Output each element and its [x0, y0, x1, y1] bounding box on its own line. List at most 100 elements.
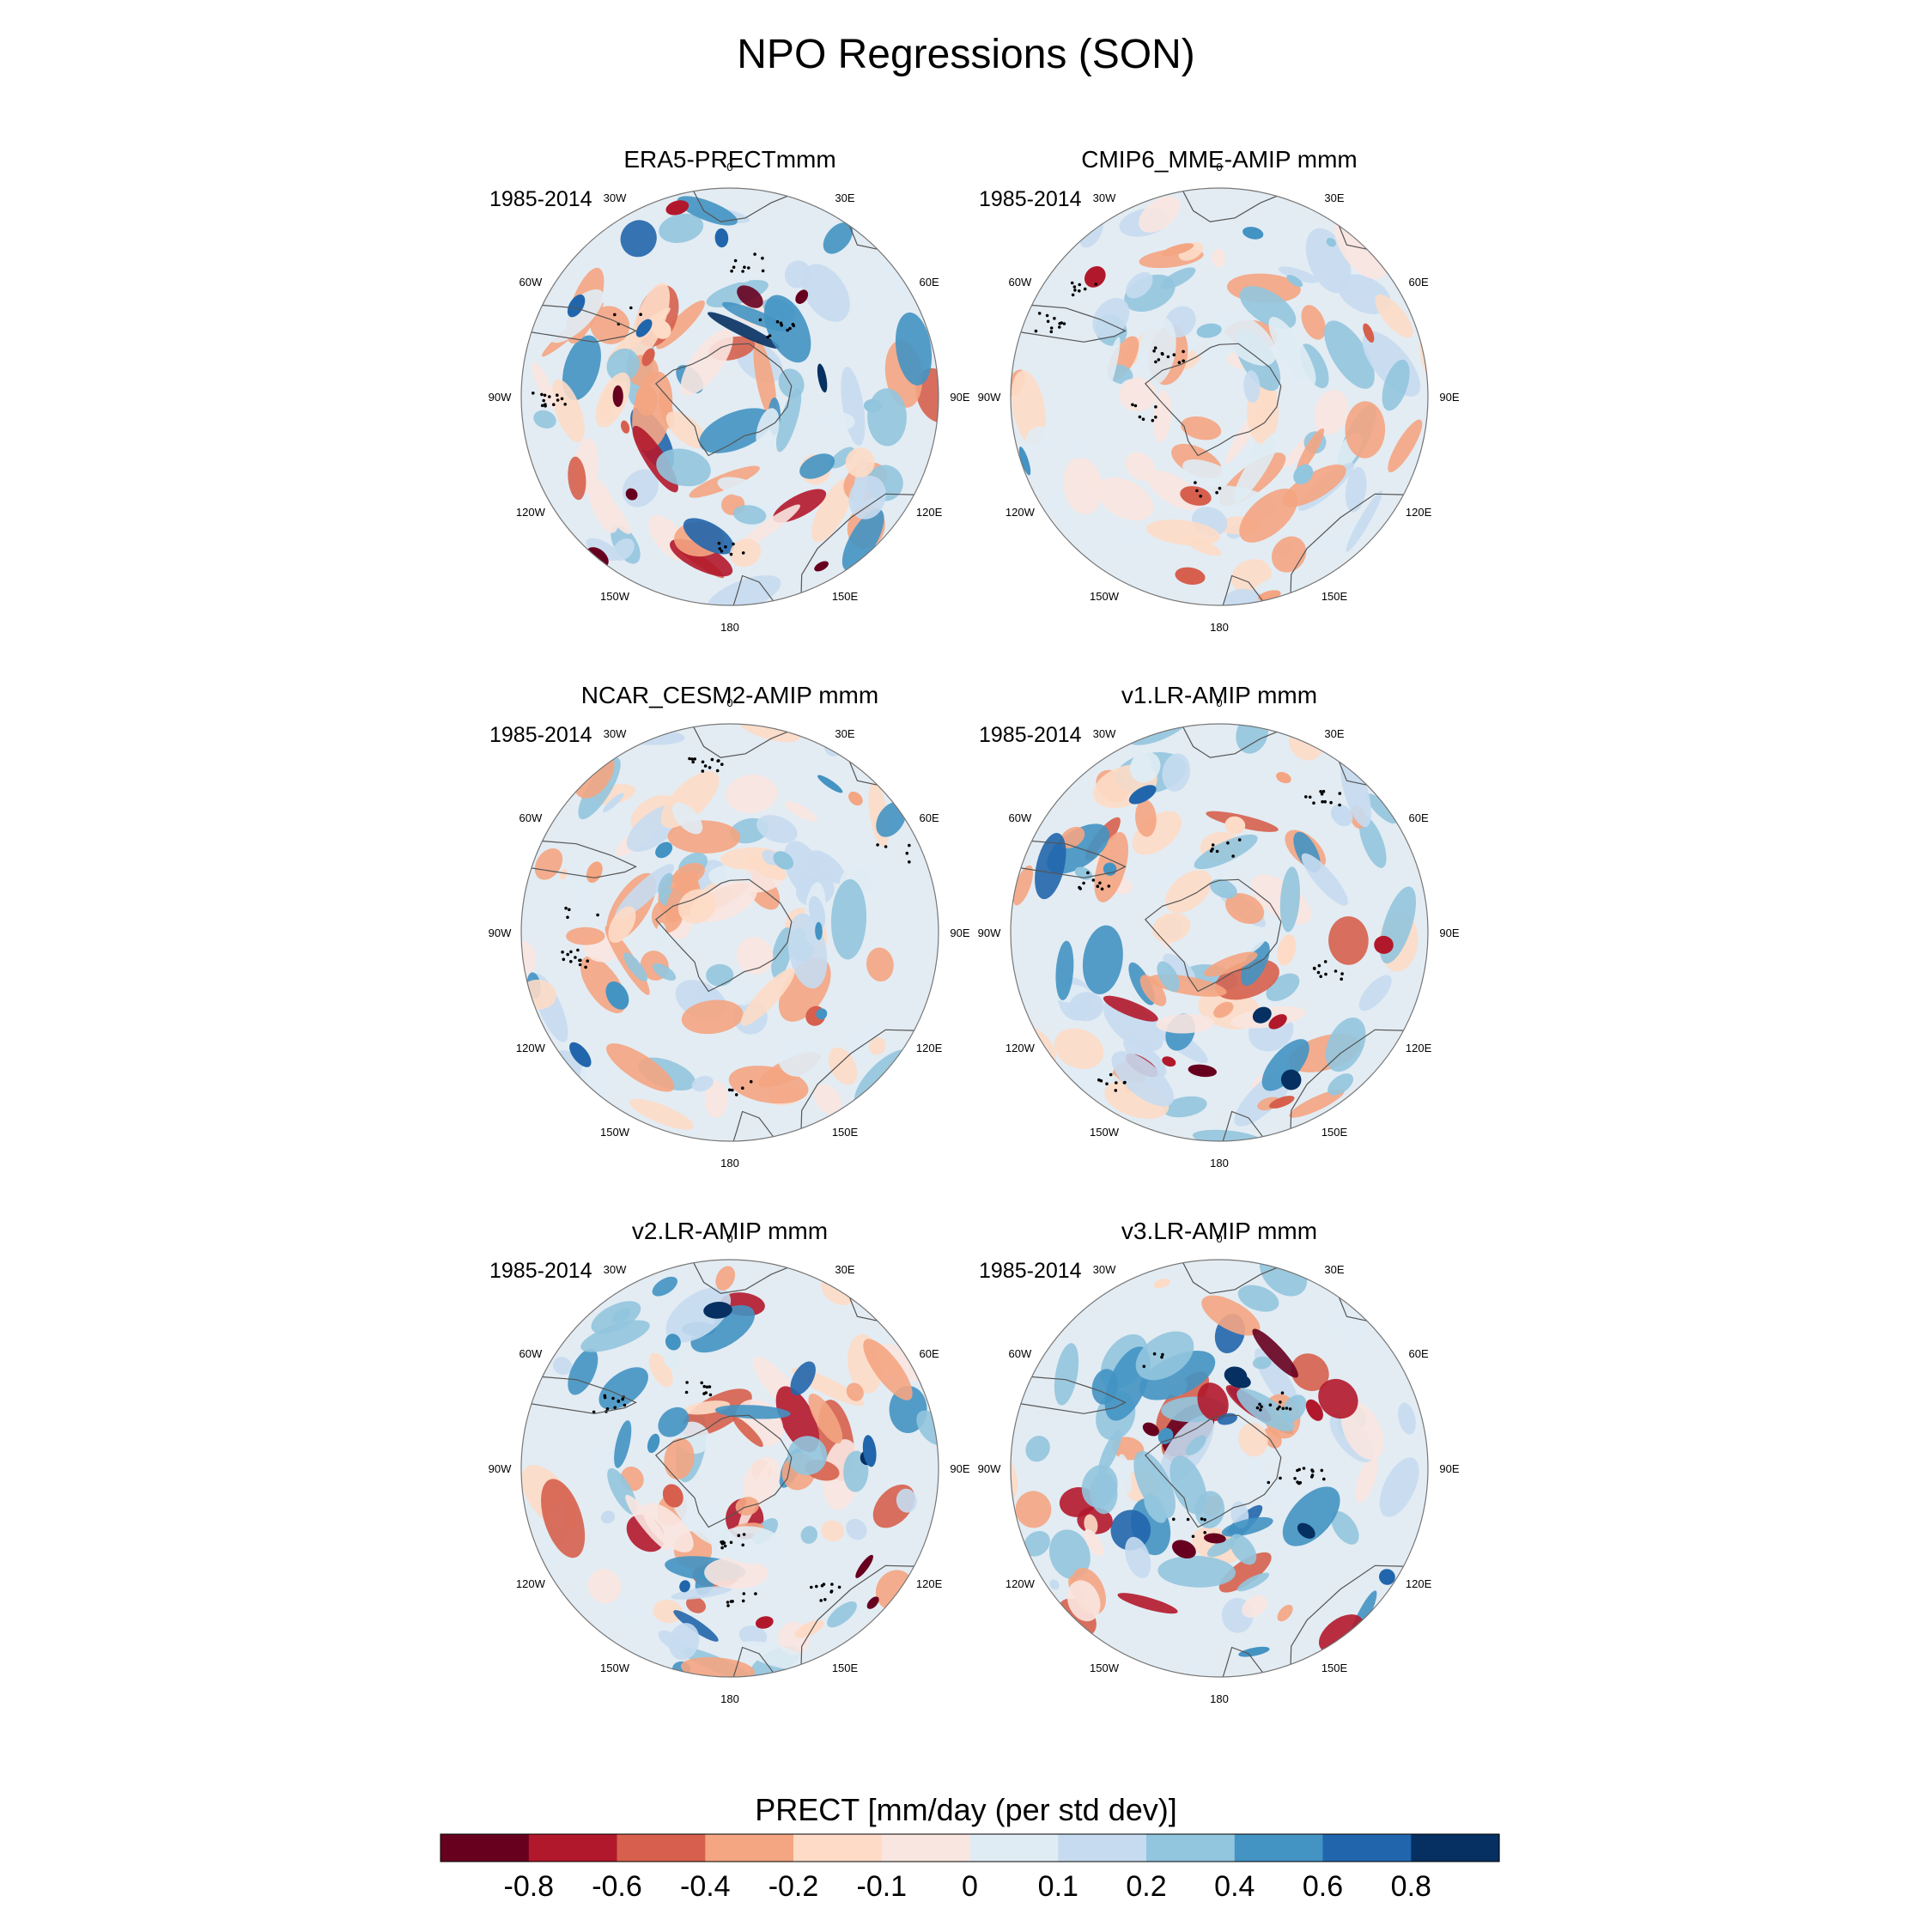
longitude-label: 150W — [1090, 590, 1120, 603]
longitude-label: 60E — [1409, 276, 1429, 289]
significance-dot — [1316, 970, 1321, 975]
anomaly-region — [1204, 951, 1258, 977]
significance-dot — [1091, 878, 1096, 882]
anomaly-core — [1212, 248, 1225, 268]
anomaly-core — [1144, 1493, 1167, 1523]
continent-coastline — [1290, 1029, 1404, 1129]
anomaly-region — [846, 1382, 864, 1401]
longitude-label: 60E — [920, 811, 939, 824]
anomaly-core — [1326, 238, 1336, 247]
anomaly-region — [740, 968, 795, 1026]
significance-dot — [727, 1088, 732, 1092]
significance-dot — [705, 1385, 709, 1389]
significance-dot — [720, 1540, 723, 1544]
anomaly-region — [738, 724, 801, 743]
anomaly-core — [795, 289, 809, 304]
colorbar-swatch — [1058, 1834, 1147, 1862]
significance-dot — [1153, 346, 1157, 349]
significance-dot — [716, 759, 720, 762]
significance-dot — [1070, 281, 1074, 285]
anomaly-region — [1139, 196, 1181, 233]
longitude-label: 60W — [519, 1347, 543, 1360]
longitude-label: 150W — [600, 590, 630, 603]
anomaly-region — [1156, 1013, 1215, 1034]
anomaly-region — [1331, 1511, 1359, 1545]
anomaly-region — [1082, 925, 1123, 994]
significance-dot — [1115, 1081, 1118, 1084]
significance-dot — [1278, 1405, 1281, 1409]
longitude-label: 60W — [1009, 276, 1032, 289]
anomaly-region — [1090, 1472, 1118, 1515]
anomaly-region — [714, 1405, 791, 1419]
anomaly-region — [1117, 1593, 1178, 1614]
anomaly-region — [598, 1367, 648, 1410]
significance-dot — [700, 1381, 703, 1385]
continent-coastline — [1182, 726, 1278, 758]
anomaly-region — [704, 1557, 769, 1589]
significance-dot — [1276, 1407, 1279, 1411]
significance-dot — [566, 952, 569, 957]
anomaly-core — [1084, 266, 1106, 288]
continent-coastline — [1222, 574, 1263, 605]
anomaly-region — [811, 477, 854, 543]
anomaly-region — [1157, 1555, 1236, 1588]
longitude-label: 60W — [519, 811, 543, 824]
anomaly-region — [1152, 390, 1172, 443]
anomaly-core — [647, 1433, 660, 1454]
significance-dot — [1049, 330, 1054, 334]
longitude-label: 60E — [1409, 811, 1429, 824]
anomaly-core — [1378, 1569, 1395, 1585]
panel-period: 1985-2014 — [979, 723, 1082, 747]
anomaly-region — [606, 348, 640, 382]
longitude-label: 120W — [1005, 506, 1036, 519]
anomaly-core — [1196, 323, 1222, 338]
significance-dot — [715, 769, 720, 773]
significance-dot — [1322, 1477, 1326, 1481]
polar-map: 0 30E 60E 90E 120E 150E 180 150W 120W 90W 60W 30W — [489, 161, 970, 634]
longitude-label: 120E — [916, 1577, 943, 1590]
longitude-label: 90E — [1439, 927, 1459, 939]
significance-dot — [743, 265, 746, 269]
significance-dot — [540, 392, 544, 397]
anomaly-region — [1170, 1455, 1207, 1515]
anomaly-region — [1398, 1402, 1416, 1435]
anomaly-region — [1015, 1491, 1052, 1528]
anomaly-region — [738, 1625, 768, 1646]
anomaly-core — [1363, 323, 1375, 343]
anomaly-core — [815, 921, 823, 940]
antarctica-coastline — [1144, 1414, 1282, 1528]
longitude-label: 90E — [950, 391, 969, 404]
significance-dot — [720, 1546, 724, 1550]
significance-dot — [1071, 293, 1075, 297]
anomaly-region — [1103, 995, 1158, 1022]
anomaly-region — [648, 1352, 673, 1388]
longitude-label: 90W — [978, 1462, 1001, 1475]
anomaly-region — [1340, 1401, 1384, 1460]
significance-dot — [578, 963, 582, 967]
significance-dot — [729, 1540, 733, 1545]
significance-dot — [617, 1400, 621, 1403]
antarctica-coastline — [654, 878, 793, 993]
longitude-label: 150E — [1321, 590, 1348, 603]
colorbar-tick-label: -0.6 — [592, 1870, 642, 1903]
anomaly-region — [1197, 1382, 1229, 1421]
longitude-label: 150W — [1090, 1662, 1120, 1674]
significance-dot — [690, 757, 694, 761]
polar-map: 0 30E 60E 90E 120E 150E 180 150W 120W 90W 60W 30W — [978, 161, 1460, 634]
significance-dot — [1072, 285, 1077, 289]
anomaly-region — [1097, 477, 1154, 521]
significance-dot — [1319, 975, 1322, 978]
significance-dot — [702, 1392, 706, 1395]
anomaly-region — [818, 411, 855, 432]
anomaly-region — [1097, 337, 1121, 410]
significance-dot — [1082, 881, 1085, 885]
longitude-label: 30E — [835, 727, 854, 740]
significance-dot — [1062, 322, 1066, 325]
longitude-label: 180 — [720, 621, 739, 634]
anomaly-region — [629, 1098, 695, 1130]
longitude-label: 120E — [1406, 1042, 1432, 1054]
anomaly-region — [668, 1623, 700, 1661]
map-boundary — [520, 1259, 939, 1678]
anomaly-core — [1252, 1006, 1272, 1024]
anomaly-region — [1111, 1051, 1175, 1107]
